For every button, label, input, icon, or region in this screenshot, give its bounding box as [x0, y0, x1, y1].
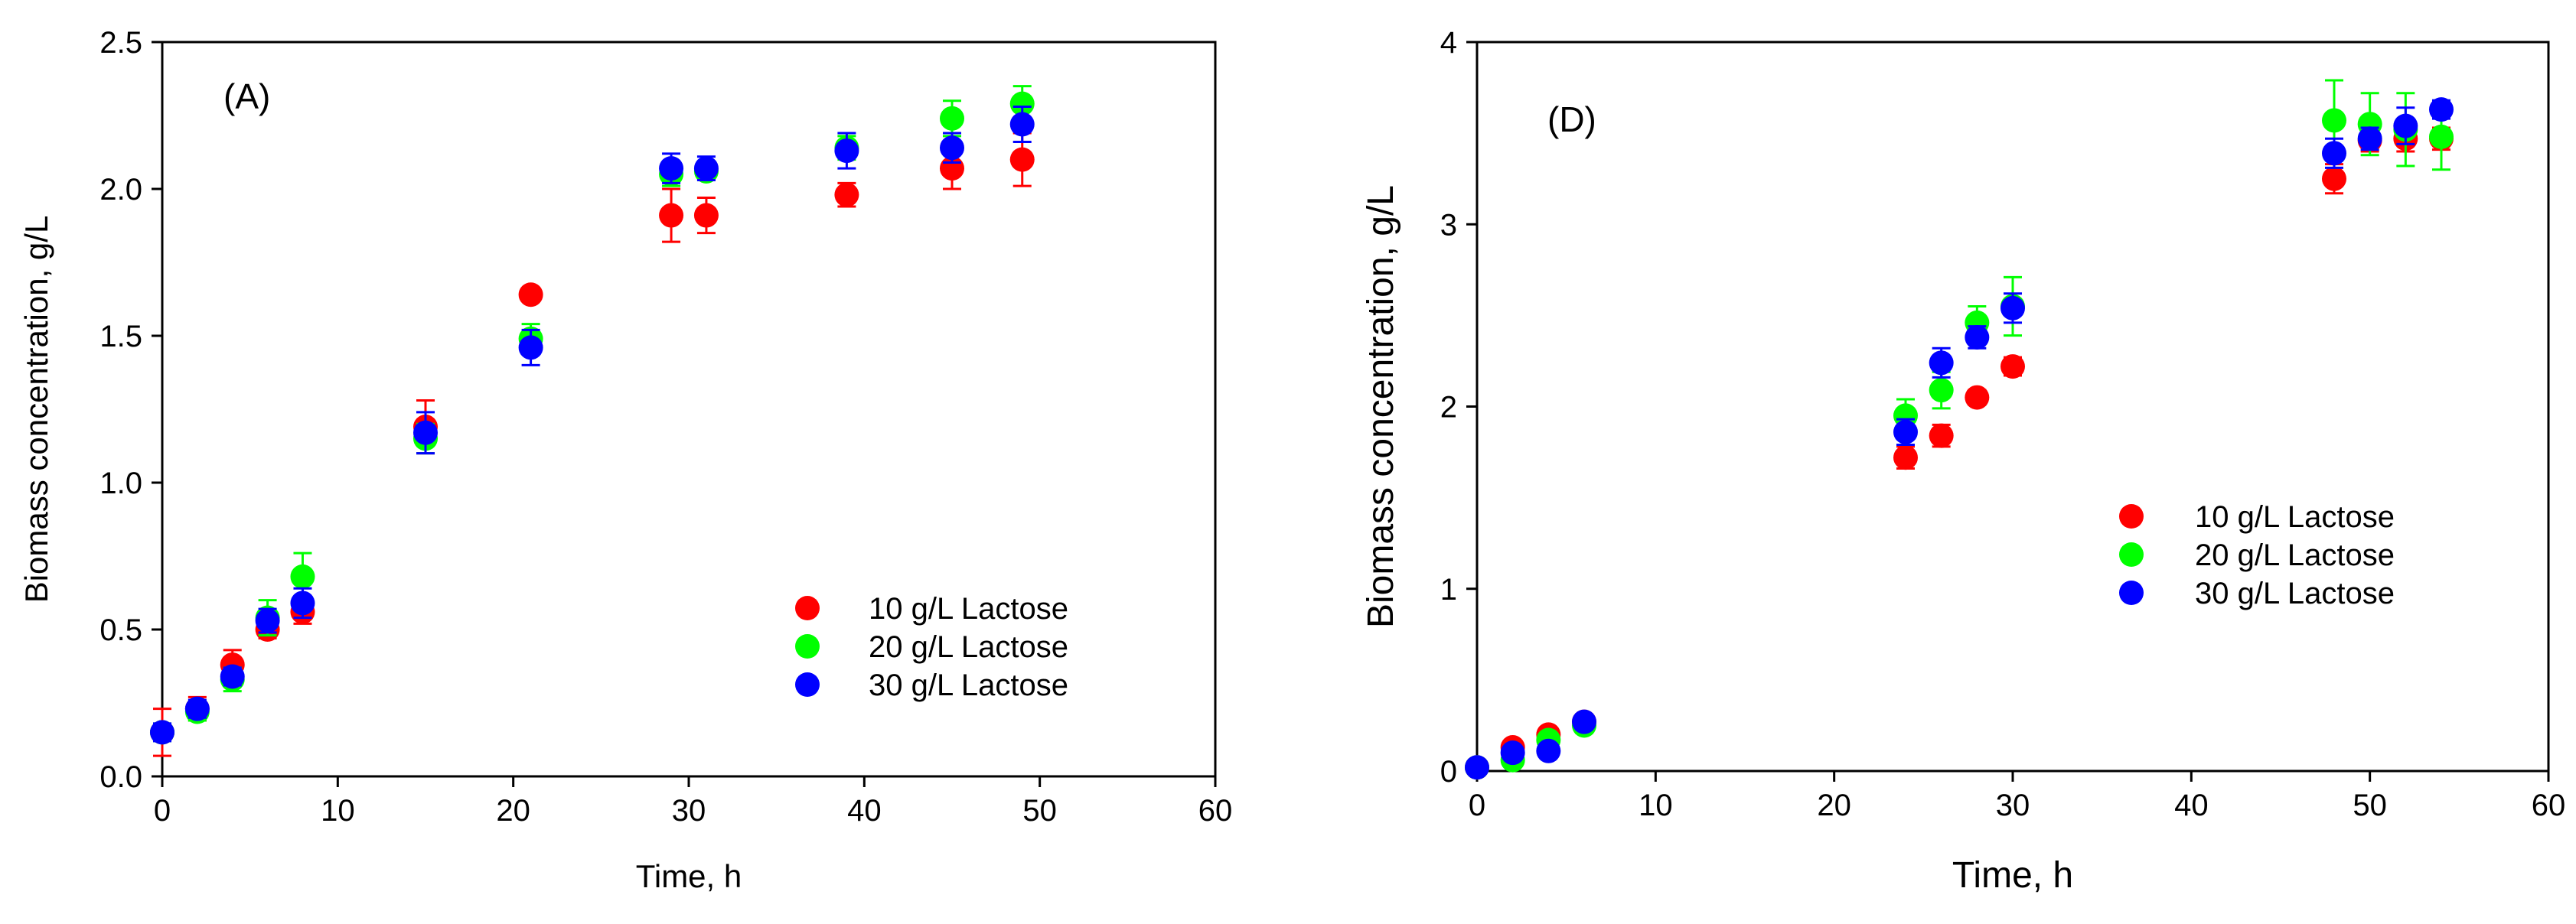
- legend-label: 30 g/L Lactose: [869, 669, 1068, 702]
- x-tick-label: 50: [1022, 794, 1057, 828]
- data-point: [413, 420, 438, 445]
- legend-label: 30 g/L Lactose: [2195, 577, 2395, 610]
- data-point: [693, 156, 719, 181]
- legend-marker: [795, 672, 820, 697]
- y-tick-label: 0.5: [99, 613, 142, 647]
- legend-marker: [795, 634, 820, 659]
- legend: 10 g/L Lactose 20 g/L Lactose 30 g/L Lacto…: [2119, 500, 2395, 610]
- y-tick-label: 2: [1440, 391, 1457, 425]
- data-point: [2000, 295, 2025, 320]
- x-tick-label: 60: [2532, 789, 2566, 822]
- data-point: [2322, 108, 2346, 133]
- legend-label: 20 g/L Lactose: [2195, 538, 2395, 572]
- y-tick-label: 0.0: [99, 760, 142, 794]
- series-3: [150, 105, 1035, 745]
- data-point: [1009, 91, 1035, 116]
- data-point: [834, 138, 859, 164]
- data-point: [1536, 738, 1561, 763]
- data-point: [2429, 124, 2454, 149]
- data-point: [1009, 147, 1035, 172]
- data-point: [2322, 166, 2346, 191]
- data-point: [2429, 97, 2454, 122]
- y-axis-label: Biomass concentration, g/L: [1361, 185, 1401, 628]
- y-tick-label: 2.5: [99, 26, 142, 60]
- y-tick-label: 3: [1440, 208, 1457, 242]
- data-point: [1965, 385, 1990, 410]
- panel-label: (A): [223, 76, 270, 116]
- data-point: [290, 564, 315, 589]
- x-tick-label: 40: [847, 794, 882, 828]
- y-tick-label: 0: [1440, 755, 1457, 789]
- data-point: [1929, 378, 1954, 403]
- y-tick-label: 2.0: [99, 173, 142, 207]
- x-tick-label: 0: [154, 794, 171, 828]
- x-tick-label: 60: [1198, 794, 1233, 828]
- data-point: [1929, 350, 1954, 376]
- x-tick-label: 50: [2353, 789, 2387, 822]
- x-tick-label: 0: [1469, 789, 1485, 822]
- x-tick-label: 40: [2174, 789, 2209, 822]
- data-point: [2393, 113, 2418, 138]
- legend-marker: [795, 596, 820, 620]
- data-point: [834, 182, 859, 207]
- data-point: [220, 664, 245, 689]
- data-point: [2322, 141, 2346, 166]
- y-tick-label: 1.5: [99, 320, 142, 353]
- data-point: [659, 203, 684, 228]
- data-point: [1965, 324, 1990, 350]
- data-point: [1572, 709, 1596, 734]
- x-tick-label: 30: [1996, 789, 2030, 822]
- y-tick-label: 4: [1440, 26, 1457, 60]
- series-3: [1465, 97, 2454, 780]
- data-point: [659, 156, 684, 181]
- data-point: [184, 696, 210, 721]
- legend-marker: [2119, 504, 2144, 529]
- data-point: [1929, 423, 1954, 448]
- data-point: [2000, 354, 2025, 379]
- chart-panel-a: 0 10 20 30 40 50 60 0.0 0.5 1.0 1.5 2.0 2.5 Time, h Bi…: [18, 26, 1232, 894]
- legend: 10 g/L Lactose 20 g/L Lactose 30 g/L Lacto…: [795, 592, 1068, 702]
- data-point: [1893, 419, 1918, 444]
- data-point: [518, 335, 543, 360]
- data-point: [2357, 126, 2382, 151]
- legend-label: 10 g/L Lactose: [2195, 500, 2395, 534]
- x-axis-label: Time, h: [636, 858, 742, 894]
- x-tick-label: 20: [496, 794, 530, 828]
- x-axis-label: Time, h: [1952, 855, 2073, 896]
- x-tick-label: 10: [1639, 789, 1673, 822]
- chart-panel-d: 0 10 20 30 40 50 60 0 1 2 3 4 Time, h Biomass concent…: [1361, 26, 2565, 896]
- data-point: [150, 720, 174, 745]
- data-point: [1009, 112, 1035, 137]
- data-point: [693, 203, 719, 228]
- data-point: [518, 282, 543, 307]
- y-tick-label: 1.0: [99, 467, 142, 500]
- legend-marker: [2119, 542, 2144, 567]
- legend-label: 20 g/L Lactose: [869, 630, 1068, 664]
- data-point: [1500, 740, 1525, 766]
- x-tick-label: 20: [1817, 789, 1851, 822]
- data-point: [1465, 755, 1489, 780]
- data-point: [1893, 445, 1918, 470]
- x-tick-label: 10: [321, 794, 355, 828]
- x-tick-label: 30: [672, 794, 706, 828]
- y-tick-label: 1: [1440, 573, 1457, 607]
- legend-label: 10 g/L Lactose: [869, 592, 1068, 626]
- y-axis-label: Biomass concentration, g/L: [18, 216, 54, 604]
- panel-label: (D): [1547, 99, 1596, 139]
- data-point: [290, 591, 315, 616]
- data-point: [940, 106, 964, 131]
- data-point: [255, 608, 280, 633]
- data-point: [940, 135, 964, 161]
- legend-marker: [2119, 581, 2144, 605]
